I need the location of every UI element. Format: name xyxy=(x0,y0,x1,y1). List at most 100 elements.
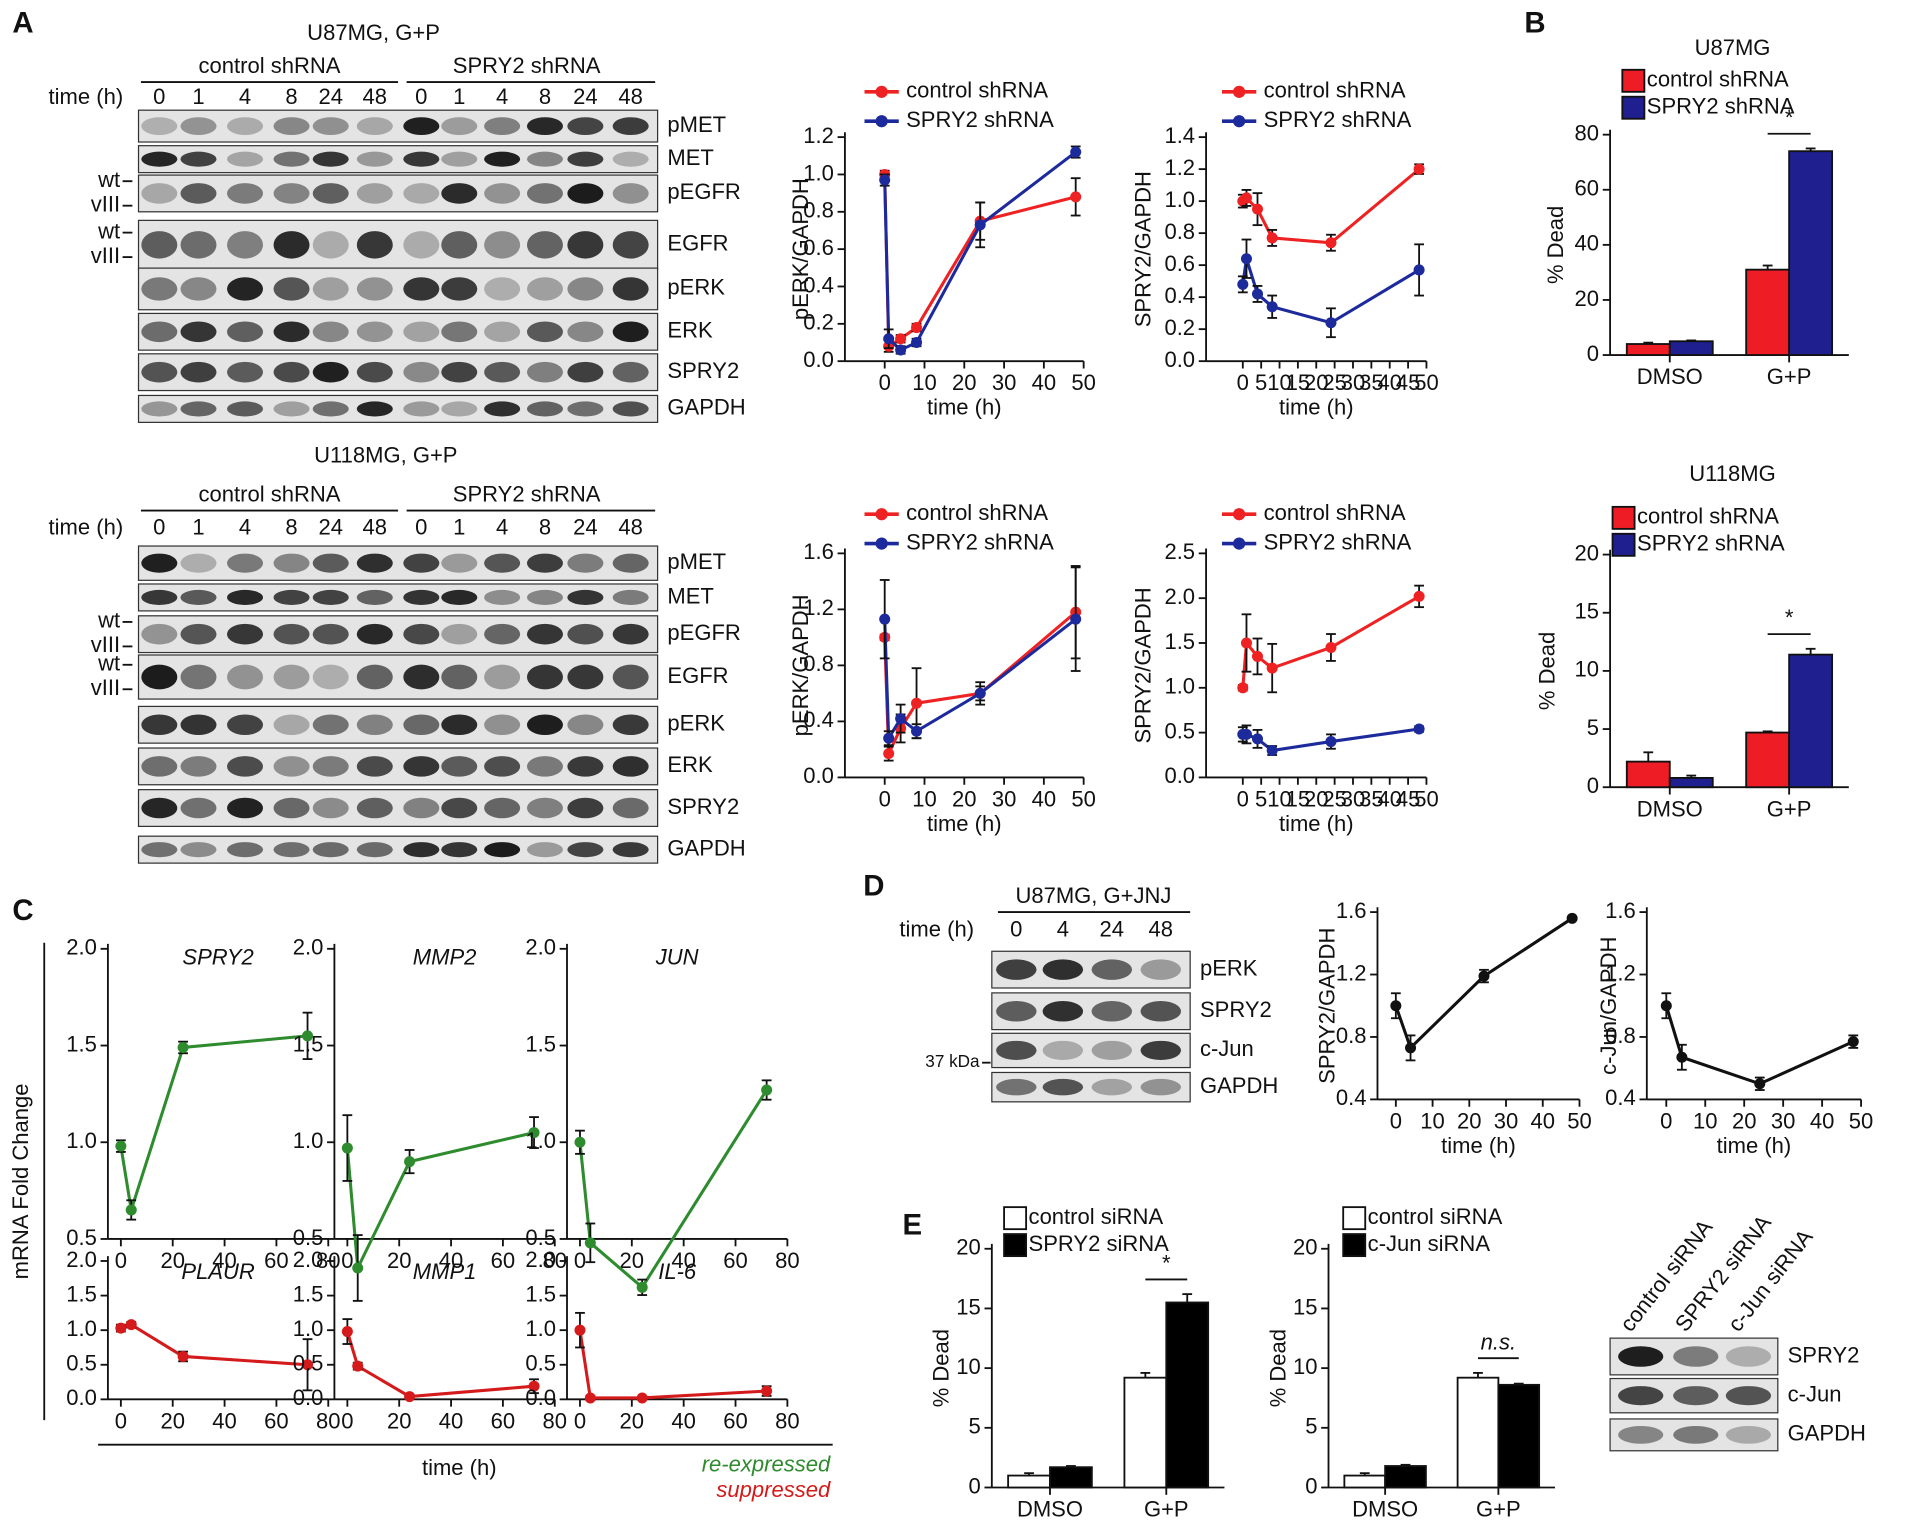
blot-band xyxy=(356,277,393,301)
data-point xyxy=(895,713,907,725)
x-tick-label: 40 xyxy=(1032,786,1057,811)
blot-band xyxy=(567,589,604,605)
x-tick-label: DMSO xyxy=(1637,796,1703,821)
y-tick-label: 0.5 xyxy=(66,1225,97,1250)
legend-label: SPRY2 siRNA xyxy=(1029,1231,1170,1256)
blot-band xyxy=(526,183,563,204)
y-tick-label: 1.0 xyxy=(525,1128,556,1153)
protein-label: c-Jun xyxy=(1200,1036,1254,1061)
blot-band xyxy=(441,756,478,777)
blot-band xyxy=(141,553,178,573)
x-tick-label: 0 xyxy=(574,1408,586,1433)
protein-label: ERK xyxy=(667,318,713,343)
x-tick-label: 0 xyxy=(574,1248,586,1273)
blot-band xyxy=(227,714,264,736)
data-point xyxy=(177,1041,189,1053)
y-tick-label: 0.8 xyxy=(1164,219,1195,244)
data-point xyxy=(528,1127,540,1139)
x-tick-label: 10 xyxy=(1420,1108,1445,1133)
y-tick-label: 0 xyxy=(1587,341,1599,366)
blot-band xyxy=(312,553,349,573)
blot-band xyxy=(356,183,393,204)
y-tick-label: 1.6 xyxy=(803,539,834,564)
y-tick-label: 1.5 xyxy=(525,1281,556,1306)
blot-band xyxy=(1140,1000,1182,1022)
y-tick-label: 0.2 xyxy=(1164,315,1195,340)
blot-band xyxy=(356,623,393,645)
blot-band xyxy=(141,231,178,259)
lane-label: 24 xyxy=(1100,916,1125,941)
data-point xyxy=(115,1140,127,1152)
panel-label: A xyxy=(12,6,33,39)
blot-band xyxy=(141,756,178,777)
blot-band xyxy=(1618,1425,1664,1444)
blot-band xyxy=(441,277,478,301)
data-point xyxy=(895,344,907,356)
y-tick-label: 20 xyxy=(956,1235,981,1260)
data-point xyxy=(1266,745,1278,757)
y-tick-label: 10 xyxy=(956,1354,981,1379)
data-point xyxy=(404,1156,416,1168)
x-axis-label: time (h) xyxy=(1279,395,1354,420)
blot-band xyxy=(180,231,217,259)
data-point xyxy=(352,1360,364,1372)
legend-swatch xyxy=(1342,1233,1367,1258)
blot-band xyxy=(612,321,649,343)
blot-band xyxy=(180,183,217,204)
x-tick-label: 50 xyxy=(1071,786,1096,811)
bar xyxy=(1625,343,1671,356)
x-tick-label: 45 xyxy=(1396,786,1421,811)
protein-label: pERK xyxy=(1200,955,1258,980)
x-tick-label: 0 xyxy=(115,1248,127,1273)
blot-band xyxy=(141,117,178,136)
series-line xyxy=(883,174,1077,349)
data-point xyxy=(584,1237,596,1249)
series-line xyxy=(883,617,1077,744)
blot-band xyxy=(403,277,440,301)
data-point xyxy=(115,1322,127,1334)
blot-band xyxy=(227,231,264,259)
blot-band xyxy=(567,623,604,645)
blot-band xyxy=(996,959,1037,980)
blot-band xyxy=(141,183,178,204)
legend-swatch xyxy=(1611,532,1636,557)
blot-band xyxy=(312,151,349,167)
series-line xyxy=(883,150,1077,352)
x-tick-label: 80 xyxy=(543,1408,568,1433)
annotation: n.s. xyxy=(1481,1329,1517,1354)
blot-band xyxy=(484,797,521,819)
x-tick-label: 50 xyxy=(1567,1108,1592,1133)
blot-band xyxy=(403,231,440,259)
y-tick-label: 1.5 xyxy=(66,1281,97,1306)
data-point xyxy=(974,687,986,699)
bar xyxy=(1788,653,1834,789)
data-point xyxy=(574,1324,586,1336)
y-tick-label: 0.4 xyxy=(803,272,834,297)
blot-band xyxy=(526,664,563,690)
blot-band xyxy=(612,797,649,819)
blot-band xyxy=(180,756,217,777)
data-point xyxy=(1325,736,1337,748)
protein-label: pERK xyxy=(667,711,725,736)
blot-band xyxy=(356,664,393,690)
blot-band xyxy=(1673,1346,1719,1367)
blot-band xyxy=(312,756,349,777)
y-tick-label: 1.2 xyxy=(1605,960,1636,985)
blot-band xyxy=(1042,1040,1084,1061)
blot-strip xyxy=(137,267,659,311)
x-tick-label: 20 xyxy=(1457,1108,1482,1133)
data-point xyxy=(404,1391,416,1403)
data-point xyxy=(761,1084,773,1096)
blot-band xyxy=(227,361,264,383)
x-axis-label: time (h) xyxy=(1441,1133,1516,1158)
blot-band xyxy=(526,756,563,777)
x-tick-label: 80 xyxy=(775,1408,800,1433)
blot-band xyxy=(484,756,521,777)
protein-label: MET xyxy=(667,583,713,608)
isoform-label: wt xyxy=(97,651,120,676)
x-tick-label: 0 xyxy=(341,1408,353,1433)
blot-band xyxy=(484,401,521,417)
x-tick-label: 30 xyxy=(1771,1108,1796,1133)
y-tick-label: 2.5 xyxy=(1164,539,1195,564)
bar xyxy=(1343,1474,1387,1489)
